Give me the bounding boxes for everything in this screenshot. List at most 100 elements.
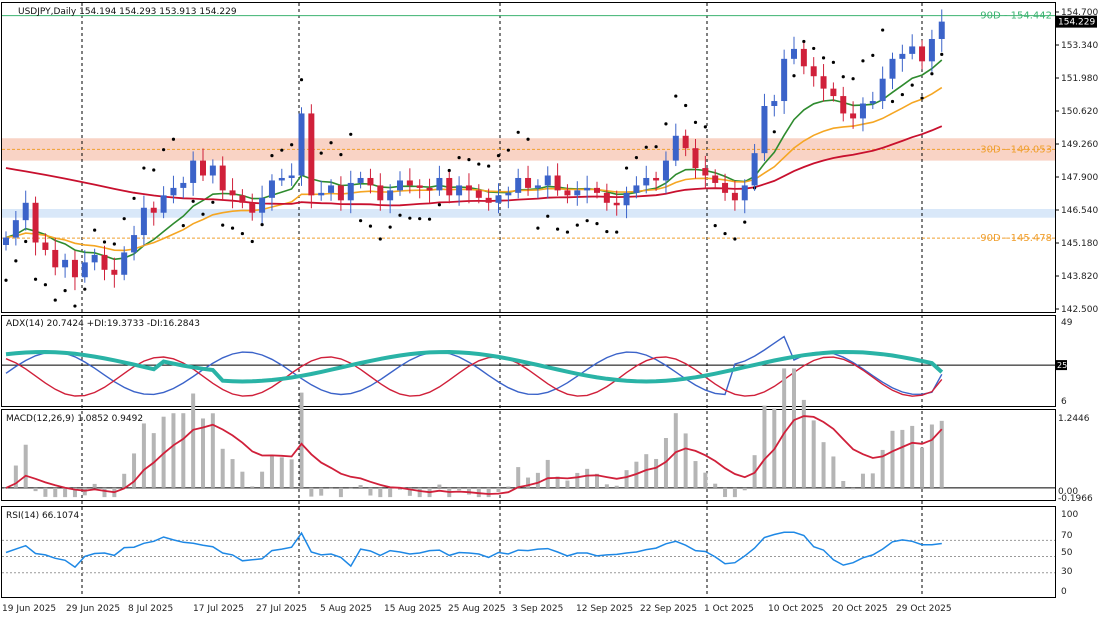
macd-bar bbox=[792, 368, 796, 488]
candle-body bbox=[495, 195, 502, 203]
y-tick-label: 142.500 bbox=[1061, 305, 1098, 315]
macd-bar bbox=[585, 468, 590, 488]
candle-body bbox=[810, 66, 817, 77]
x-tick-label: 25 Aug 2025 bbox=[448, 604, 506, 614]
candle-body bbox=[781, 58, 788, 102]
sar-dot bbox=[861, 59, 865, 63]
macd-bar bbox=[890, 430, 895, 488]
ema-slow-line bbox=[5, 125, 943, 207]
x-tick-label: 8 Jul 2025 bbox=[128, 604, 173, 614]
candle-body bbox=[42, 242, 49, 250]
candle-body bbox=[830, 88, 837, 97]
sar-dot bbox=[546, 214, 550, 218]
sar-dot bbox=[132, 196, 136, 200]
macd-bar bbox=[841, 480, 846, 488]
macd-bar bbox=[151, 433, 156, 488]
macd-bar bbox=[545, 459, 550, 488]
macd-bar bbox=[860, 473, 865, 488]
sar-dot bbox=[14, 259, 18, 263]
y-tick-label: 151.980 bbox=[1061, 74, 1098, 84]
candle-body bbox=[357, 177, 364, 183]
macd-bar bbox=[122, 473, 127, 488]
macd-bar bbox=[23, 444, 28, 488]
sar-dot bbox=[4, 278, 8, 282]
macd-bar bbox=[713, 483, 718, 488]
sar-dot bbox=[940, 52, 944, 56]
candle-body bbox=[525, 177, 532, 188]
sar-dot bbox=[930, 72, 934, 76]
candle-body bbox=[387, 190, 394, 201]
candle-body bbox=[712, 175, 719, 183]
sar-dot bbox=[359, 219, 363, 223]
macd-bar bbox=[181, 413, 186, 488]
y-tick-label: 154.700 bbox=[1061, 8, 1098, 18]
candle-body bbox=[741, 185, 748, 201]
x-tick-label: 10 Oct 2025 bbox=[768, 604, 824, 614]
candle-body bbox=[91, 254, 98, 263]
sar-dot bbox=[644, 145, 648, 149]
macd-y-tick: 1.2446 bbox=[1058, 414, 1090, 424]
sar-dot bbox=[871, 53, 875, 57]
candle-body bbox=[32, 202, 39, 243]
macd-bar bbox=[486, 487, 491, 498]
macd-bar bbox=[260, 471, 265, 488]
rsi-y-tick: 70 bbox=[1061, 531, 1073, 541]
candle-body bbox=[160, 195, 167, 213]
macd-bar bbox=[910, 425, 915, 488]
sar-dot bbox=[900, 92, 904, 97]
sar-dot bbox=[812, 46, 816, 51]
sar-dot bbox=[831, 60, 836, 64]
macd-bar bbox=[230, 459, 235, 488]
macd-bar bbox=[220, 448, 225, 488]
macd-bar bbox=[831, 456, 836, 488]
sar-dot bbox=[703, 125, 707, 129]
y-tick-label: 143.820 bbox=[1061, 272, 1098, 282]
sar-dot bbox=[821, 56, 826, 60]
macd-bar bbox=[319, 487, 324, 496]
rsi-line bbox=[5, 531, 942, 569]
sar-dot bbox=[802, 39, 806, 44]
macd-bar bbox=[132, 453, 137, 488]
candle-body bbox=[623, 192, 630, 206]
sar-dot bbox=[427, 217, 432, 221]
sar-dot bbox=[615, 230, 619, 234]
candle-body bbox=[71, 259, 78, 278]
macd-bar bbox=[388, 487, 393, 498]
candle-body bbox=[682, 135, 689, 149]
candle-body bbox=[584, 187, 591, 191]
sar-dot bbox=[447, 168, 451, 173]
macd-bar bbox=[398, 487, 402, 490]
candle-body bbox=[909, 46, 916, 54]
candle-body bbox=[239, 195, 246, 203]
rsi-panel-frame bbox=[1, 506, 1056, 598]
candle-body bbox=[111, 269, 118, 275]
adx-level-tag bbox=[1055, 360, 1067, 371]
candle-body bbox=[820, 76, 827, 89]
sar-dot bbox=[664, 122, 668, 126]
sar-dot bbox=[230, 226, 235, 230]
macd-bar bbox=[289, 459, 294, 488]
x-tick-label: 27 Jul 2025 bbox=[256, 604, 307, 614]
sar-dot bbox=[191, 199, 195, 203]
macd-bar bbox=[575, 472, 580, 488]
sar-dot bbox=[122, 217, 126, 221]
candle-body bbox=[229, 190, 236, 196]
ema-mid-line bbox=[5, 86, 943, 252]
candle-body bbox=[406, 180, 413, 186]
macd-bar bbox=[466, 487, 471, 495]
last-price-label: 154.229 bbox=[1058, 18, 1095, 28]
candle-body bbox=[564, 190, 571, 196]
candle-body bbox=[367, 177, 374, 186]
sar-dot bbox=[506, 148, 510, 152]
candle-body bbox=[150, 207, 157, 213]
candle-body bbox=[200, 160, 206, 176]
candle-body bbox=[919, 46, 926, 62]
macd-bar bbox=[782, 368, 787, 488]
x-tick-label: 29 Jun 2025 bbox=[66, 604, 120, 614]
adx-title: ADX(14) 20.7424 +DI:19.3733 -DI:16.2843 bbox=[6, 319, 200, 329]
macd-bar bbox=[516, 467, 521, 488]
y-tick-label: 153.340 bbox=[1061, 41, 1098, 51]
sar-dot bbox=[437, 203, 441, 207]
macd-bar bbox=[535, 472, 540, 488]
